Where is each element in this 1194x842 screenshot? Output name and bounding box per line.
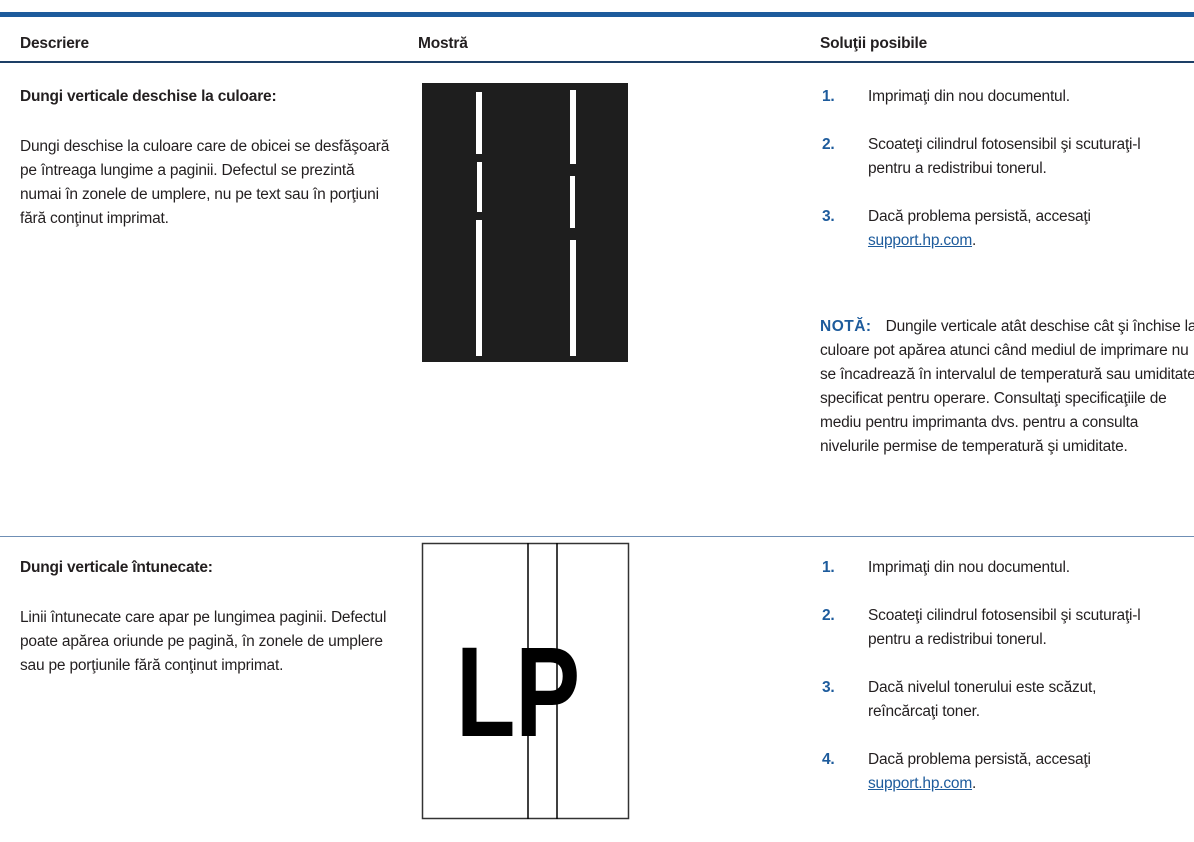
step-text: Dacă nivelul tonerului este scăzut, reîn… [868,679,1097,720]
step-number: 2. [822,136,835,153]
column-header: Mostră [418,35,468,52]
streak [570,90,576,164]
note: NOTĂ: Dungile verticale atât deschise cât… [820,315,1194,459]
solution: 2. Scoateţi cilindrul fotosensibil şi scu… [822,604,1194,652]
step-text: Scoateţi cilindrul fotosensibil şi scutu… [868,607,1141,648]
solution: 2. Scoateţi cilindrul fotosensibil şi scu… [822,133,1194,181]
step-number: 3. [822,679,835,696]
header-rule [0,61,1194,63]
sample-dark-streaks: LP [421,542,630,820]
solutions: 1. Imprimaţi din nou documentul. 2. Scoate… [822,556,1194,820]
sample-background [422,83,628,362]
column-header: Soluţii posibile [820,35,928,52]
solution: 1. Imprimaţi din nou documentul. [822,85,1194,109]
step-number: 3. [822,208,835,225]
step-number: 4. [822,751,835,768]
step-text: Dacă problema persistă, accesaţi [868,208,1091,225]
solutions: 1. Imprimaţi din nou documentul. 2. Scoate… [822,85,1194,277]
column-header: Descriere [20,35,89,52]
sample-frame [421,542,630,820]
step-text: Dacă problema persistă, accesaţi support… [868,205,1168,253]
support-link[interactable]: support.hp.com [868,775,973,792]
row-rule [0,536,1194,537]
streak [476,92,482,154]
step-text: Imprimaţi din nou documentul. [868,88,1070,105]
support-link[interactable]: support.hp.com [868,232,973,249]
step-number: 1. [822,88,835,105]
step-text: Scoateţi cilindrul fotosensibil şi scutu… [868,136,1141,177]
punctuation: . [972,232,977,249]
row-description: Dungi deschise la culoare care de obicei… [20,138,390,227]
solution: 3. Dacă nivelul tonerului este scăzut, re… [822,676,1194,724]
streak [477,162,482,212]
note-label: NOTĂ: [820,318,872,335]
step-text: Dacă problema persistă, accesaţi [868,751,1091,768]
step-text: Dacă problema persistă, accesaţi support… [868,748,1168,796]
sample-letters: LP [456,621,580,764]
sample-light-streaks [422,83,628,362]
step-number: 2. [822,607,835,624]
solution: 4. Dacă problema persistă, accesaţi suppo… [822,748,1194,796]
row-title: Dungi verticale deschise la culoare: [20,88,277,105]
streak [476,220,482,356]
note-text: Dungile verticale atât deschise cât şi î… [820,318,1194,455]
row-title: Dungi verticale întunecate: [20,559,213,576]
solution: 1. Imprimaţi din nou documentul. [822,556,1194,580]
solution: 3. Dacă problema persistă, accesaţi suppo… [822,205,1194,253]
streak [570,240,576,356]
row-description: Linii întunecate care apar pe lungimea p… [20,609,387,674]
step-number: 1. [822,559,835,576]
step-text: Imprimaţi din nou documentul. [868,559,1070,576]
punctuation: . [972,775,977,792]
streak [570,176,575,228]
top-rule [0,12,1194,17]
